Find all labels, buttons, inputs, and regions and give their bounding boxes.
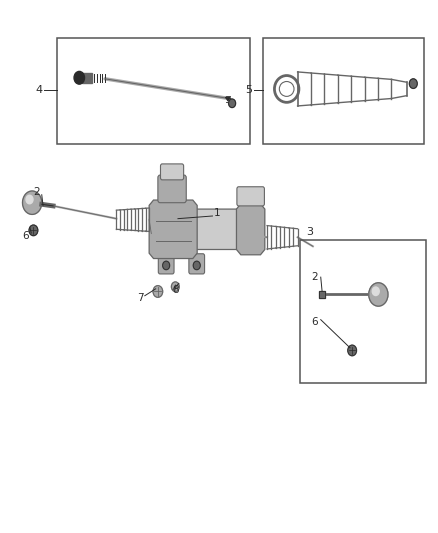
Circle shape — [369, 283, 388, 306]
Circle shape — [74, 71, 85, 84]
Circle shape — [193, 261, 200, 270]
FancyBboxPatch shape — [189, 254, 205, 274]
Text: 2: 2 — [33, 187, 40, 197]
Circle shape — [229, 99, 236, 108]
Bar — [300, 240, 426, 383]
Bar — [319, 291, 325, 297]
Circle shape — [153, 286, 162, 297]
Polygon shape — [149, 200, 197, 259]
Bar — [57, 38, 250, 144]
Text: 4: 4 — [35, 85, 42, 95]
Text: 2: 2 — [311, 272, 318, 282]
Bar — [319, 291, 325, 297]
Bar — [263, 38, 424, 144]
Circle shape — [348, 345, 357, 356]
Text: 3: 3 — [306, 227, 313, 237]
FancyBboxPatch shape — [237, 187, 265, 206]
Polygon shape — [237, 204, 265, 255]
Text: 6: 6 — [23, 231, 29, 241]
Bar — [82, 73, 92, 83]
FancyBboxPatch shape — [160, 164, 184, 180]
Text: 5: 5 — [245, 85, 252, 95]
Text: 1: 1 — [213, 208, 220, 219]
Circle shape — [372, 287, 379, 295]
Circle shape — [26, 195, 33, 204]
Circle shape — [171, 282, 179, 292]
Circle shape — [22, 191, 42, 214]
Circle shape — [29, 225, 38, 236]
Circle shape — [410, 79, 417, 88]
Circle shape — [162, 261, 170, 270]
Text: 7: 7 — [137, 293, 144, 303]
FancyBboxPatch shape — [158, 175, 186, 203]
Text: 8: 8 — [172, 286, 179, 295]
FancyBboxPatch shape — [158, 254, 174, 274]
Text: 6: 6 — [311, 317, 318, 327]
FancyBboxPatch shape — [189, 209, 264, 249]
